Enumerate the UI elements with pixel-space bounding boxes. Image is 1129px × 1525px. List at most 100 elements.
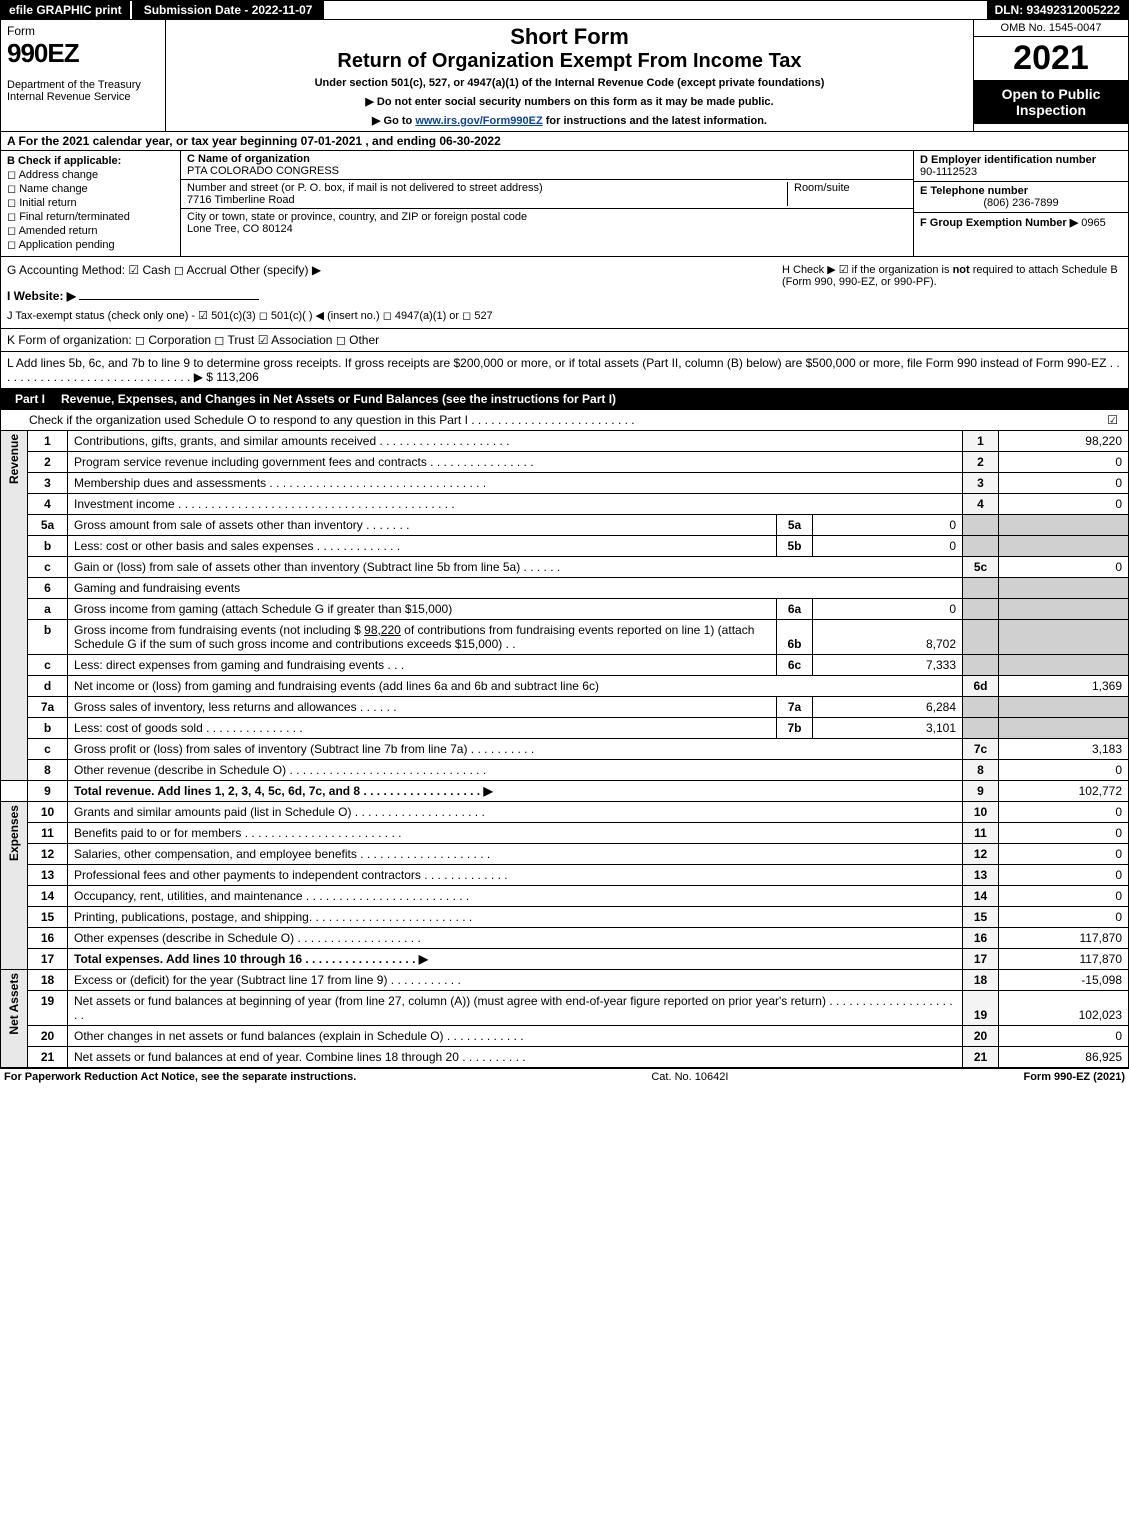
line-desc: Other revenue (describe in Schedule O) .…: [68, 760, 963, 781]
line-amount: 117,870: [999, 928, 1129, 949]
line-desc: Occupancy, rent, utilities, and maintena…: [68, 886, 963, 907]
line-7a: 7a Gross sales of inventory, less return…: [1, 697, 1129, 718]
line-21: 21 Net assets or fund balances at end of…: [1, 1047, 1129, 1068]
grey-col: [963, 718, 999, 739]
line-amount: 0: [999, 452, 1129, 473]
section-ghij: G Accounting Method: ☑ Cash ◻ Accrual Ot…: [0, 257, 1129, 329]
chk-name-change[interactable]: ◻ Name change: [7, 182, 174, 195]
phone-label: E Telephone number: [920, 185, 1028, 197]
line-amount: 0: [999, 473, 1129, 494]
line-6d: d Net income or (loss) from gaming and f…: [1, 676, 1129, 697]
sub-col: 7a: [777, 697, 813, 718]
line-amount: 117,870: [999, 949, 1129, 970]
line-num: c: [28, 655, 68, 676]
line-desc: Net income or (loss) from gaming and fun…: [68, 676, 963, 697]
line-17: 17 Total expenses. Add lines 10 through …: [1, 949, 1129, 970]
submission-date: Submission Date - 2022-11-07: [130, 1, 327, 19]
grey-amount: [999, 655, 1129, 676]
chk-label: Final return/terminated: [19, 211, 130, 223]
chk-application-pending[interactable]: ◻ Application pending: [7, 238, 174, 251]
line-20: 20 Other changes in net assets or fund b…: [1, 1026, 1129, 1047]
line-col: 4: [963, 494, 999, 515]
sub-amount: 7,333: [813, 655, 963, 676]
part1-check-row: Check if the organization used Schedule …: [0, 410, 1129, 431]
line-col: 2: [963, 452, 999, 473]
line-desc: Salaries, other compensation, and employ…: [68, 844, 963, 865]
tax-exempt-status: J Tax-exempt status (check only one) - ☑…: [7, 309, 782, 322]
website-input[interactable]: [79, 299, 259, 300]
footer-right-form: 990-EZ: [1054, 1071, 1090, 1083]
line-desc: Less: cost or other basis and sales expe…: [68, 536, 777, 557]
line-desc: Professional fees and other payments to …: [68, 865, 963, 886]
part1-header: Part I Revenue, Expenses, and Changes in…: [0, 389, 1129, 410]
line-10: Expenses 10 Grants and similar amounts p…: [1, 802, 1129, 823]
efile-label[interactable]: efile GRAPHIC print: [1, 1, 130, 19]
form-subtitle: Under section 501(c), 527, or 4947(a)(1)…: [174, 77, 965, 89]
line-desc: Investment income . . . . . . . . . . . …: [68, 494, 963, 515]
chk-amended-return[interactable]: ◻ Amended return: [7, 224, 174, 237]
line-desc: Gross sales of inventory, less returns a…: [68, 697, 777, 718]
line-col: 19: [963, 991, 999, 1026]
grey-amount: [999, 578, 1129, 599]
line-desc: Total revenue. Add lines 1, 2, 3, 4, 5c,…: [68, 781, 963, 802]
line-amount: 0: [999, 802, 1129, 823]
line-12: 12 Salaries, other compensation, and emp…: [1, 844, 1129, 865]
line-13: 13 Professional fees and other payments …: [1, 865, 1129, 886]
website-row: I Website: ▶: [7, 289, 782, 303]
line-amount: 0: [999, 557, 1129, 578]
line-num: 17: [28, 949, 68, 970]
header-center: Short Form Return of Organization Exempt…: [166, 20, 973, 131]
sub-col: 5b: [777, 536, 813, 557]
line-15: 15 Printing, publications, postage, and …: [1, 907, 1129, 928]
irs-link[interactable]: www.irs.gov/Form990EZ: [415, 115, 542, 127]
line-desc-bold: Total expenses. Add lines 10 through 16 …: [74, 952, 428, 966]
part1-schedule-o-checkbox[interactable]: ☑: [1107, 413, 1118, 427]
section-c: C Name of organization PTA COLORADO CONG…: [181, 151, 913, 256]
street-row: Number and street (or P. O. box, if mail…: [181, 180, 913, 209]
line-16: 16 Other expenses (describe in Schedule …: [1, 928, 1129, 949]
line-col: 10: [963, 802, 999, 823]
chk-address-change[interactable]: ◻ Address change: [7, 168, 174, 181]
line-7b: b Less: cost of goods sold . . . . . . .…: [1, 718, 1129, 739]
line-4: 4 Investment income . . . . . . . . . . …: [1, 494, 1129, 515]
line-desc: Gross profit or (loss) from sales of inv…: [68, 739, 963, 760]
line-desc: Printing, publications, postage, and shi…: [68, 907, 963, 928]
sub-amount: 8,702: [813, 620, 963, 655]
line-14: 14 Occupancy, rent, utilities, and maint…: [1, 886, 1129, 907]
line-col: 20: [963, 1026, 999, 1047]
header-left: Form 990EZ Department of the Treasury In…: [1, 20, 166, 131]
netassets-side-label: Net Assets: [1, 970, 28, 1068]
footer-right: Form 990-EZ (2021): [1023, 1071, 1125, 1083]
line-num: 10: [28, 802, 68, 823]
sub-amount: 0: [813, 515, 963, 536]
line-num: 14: [28, 886, 68, 907]
org-name-row: C Name of organization PTA COLORADO CONG…: [181, 151, 913, 180]
section-l: L Add lines 5b, 6c, and 7b to line 9 to …: [0, 352, 1129, 389]
footer-right-post: (2021): [1090, 1071, 1125, 1083]
line-col: 3: [963, 473, 999, 494]
chk-final-return[interactable]: ◻ Final return/terminated: [7, 210, 174, 223]
tax-year: 2021: [974, 37, 1128, 80]
line-num: 7a: [28, 697, 68, 718]
ein-label: D Employer identification number: [920, 154, 1096, 166]
line-amount: 3,183: [999, 739, 1129, 760]
expenses-table: Expenses 10 Grants and similar amounts p…: [0, 802, 1129, 970]
city-label: City or town, state or province, country…: [187, 211, 527, 223]
line-num: 9: [28, 781, 68, 802]
line-amount: 0: [999, 865, 1129, 886]
line-num: 21: [28, 1047, 68, 1068]
section-h-not: not: [953, 264, 970, 276]
grey-col: [963, 697, 999, 718]
line-col: 9: [963, 781, 999, 802]
line-desc: Membership dues and assessments . . . . …: [68, 473, 963, 494]
section-bcdef: B Check if applicable: ◻ Address change …: [0, 151, 1129, 257]
line-desc: Gaming and fundraising events: [68, 578, 963, 599]
line-amount: 0: [999, 760, 1129, 781]
line-num: 19: [28, 991, 68, 1026]
l6b-pre: Gross income from fundraising events (no…: [74, 623, 364, 637]
sub-col: 6c: [777, 655, 813, 676]
line-num: 4: [28, 494, 68, 515]
chk-initial-return[interactable]: ◻ Initial return: [7, 196, 174, 209]
netassets-table: Net Assets 18 Excess or (deficit) for th…: [0, 970, 1129, 1068]
line-num: b: [28, 536, 68, 557]
